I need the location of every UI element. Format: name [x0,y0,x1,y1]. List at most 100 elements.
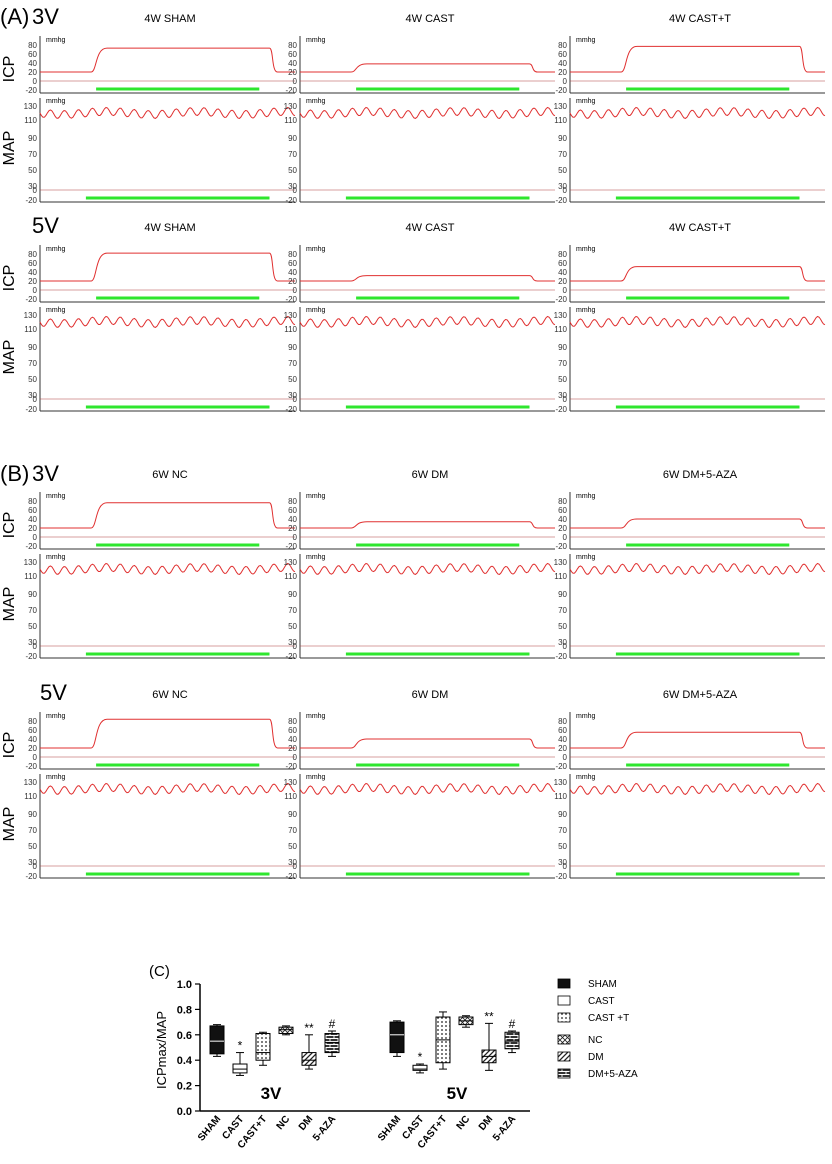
map-tick-label: 130 [24,558,38,567]
map-tick-label: 0 [563,186,568,195]
map-trace [569,782,826,795]
map-tick-label: -20 [555,405,567,414]
map-trace [39,106,296,119]
unit-label: mmhg [306,246,326,253]
icp-tick-label: 60 [288,506,297,515]
map-tick-label: 70 [558,150,567,159]
icp-tick-label: -20 [25,295,37,304]
map-tick-label: 70 [28,150,37,159]
significance-mark: ** [484,1009,494,1023]
icp-tick-label: 80 [288,250,297,259]
icp-tick-label: 80 [28,41,37,50]
icp-tick-label: 80 [28,250,37,259]
map-tick-label: 70 [288,150,297,159]
map-tick-label: 70 [558,359,567,368]
legend-item: NC [557,1034,602,1046]
map-tick-label: -20 [25,196,37,205]
map-tick-label: 110 [24,572,37,581]
icp-trace [40,47,295,73]
icp-tick-label: 60 [288,50,297,59]
icp-tick-label: -20 [285,86,297,95]
map-tick-label: 130 [554,778,568,787]
plot-title: 4W CAST+T [669,222,731,234]
map-tick-label: 90 [558,134,567,143]
unit-label: mmhg [46,554,66,561]
x-tick-label: SHAM [376,1114,403,1144]
map-axis-label: MAP [1,587,18,622]
legend-label: NC [588,1035,602,1046]
icp-trace [40,502,295,529]
map-axis-label: MAP [1,131,18,166]
legend-item: CAST +T [557,1012,629,1024]
icp-tick-label: 0 [563,753,568,762]
icp-tick-label: -20 [285,542,297,551]
plot-title: 4W CAST+T [669,13,731,25]
map-tick-label: 50 [28,842,37,851]
map-tick-label: 50 [288,375,297,384]
icp-tick-label: 20 [558,68,567,77]
box-5V-SHAM: SHAM [376,1020,405,1144]
legend-item: DM [557,1051,604,1063]
x-tick-label: 5-AZA [311,1114,338,1144]
box-5V-CAST: *CAST [400,1050,428,1142]
y-tick-label: 0.0 [177,1106,192,1118]
y-tick-label: 0.8 [177,1004,192,1016]
unit-label: mmhg [306,554,326,561]
y-tick-label: 0.2 [177,1081,192,1093]
map-tick-label: 70 [28,359,37,368]
map-tick-label: 70 [288,606,297,615]
icp-tick-label: 40 [558,59,567,68]
box-5V-5-AZA: #5-AZA [491,1017,520,1143]
map-trace [39,315,296,328]
trace-plot: 4W SHAMmmhg806040200-20mmhg1301109070503… [24,222,296,414]
icp-tick-label: -20 [25,542,37,551]
icp-tick-label: 60 [558,259,567,268]
legend-item: DM+5-AZA [557,1068,638,1080]
unit-label: mmhg [46,774,66,781]
y-tick-label: 0.4 [177,1055,193,1067]
icp-tick-label: 40 [28,59,37,68]
map-trace [299,562,556,575]
map-tick-label: 0 [33,862,38,871]
plot-title: 6W DM [412,689,449,701]
map-tick-label: 50 [558,622,567,631]
box [412,1064,428,1071]
map-tick-label: 0 [563,862,568,871]
icp-tick-label: 40 [288,59,297,68]
icp-tick-label: -20 [555,542,567,551]
unit-label: mmhg [576,37,596,44]
legend-item: CAST [557,995,615,1007]
icp-tick-label: 60 [28,259,37,268]
map-tick-label: 130 [24,102,38,111]
trace-plot: 6W DM+5-AZAmmhg806040200-20mmhg130110907… [554,689,826,881]
trace-plot: 6W DMmmhg806040200-20mmhg130110907050300… [284,469,556,661]
box-plot: ICPmax/MAP 3V 5V 0.00.20.40.60.81.0SHAM*… [154,979,530,1151]
unit-label: mmhg [306,98,326,105]
map-tick-label: -20 [25,652,37,661]
map-trace [39,562,296,575]
map-tick-label: 110 [554,792,567,801]
icp-trace [40,718,295,749]
y-tick-label: 0.6 [177,1030,192,1042]
panel-b-3v-label: 3V [32,461,59,486]
map-tick-label: 50 [558,375,567,384]
map-tick-label: 0 [33,642,38,651]
legend-label: DM+5-AZA [588,1069,638,1080]
icp-trace [300,63,555,73]
icp-axis-label: ICP [1,56,18,83]
map-tick-label: -20 [285,405,297,414]
map-tick-label: 30 [558,638,567,647]
y-tick-label: 1.0 [177,979,192,991]
box [301,1052,317,1066]
icp-tick-label: 20 [28,744,37,753]
legend-label: CAST +T [588,1013,629,1024]
trace-plot: 4W CASTmmhg806040200-20mmhg1301109070503… [284,13,556,205]
icp-tick-label: 40 [558,735,567,744]
trace-plot: 4W CASTmmhg806040200-20mmhg1301109070503… [284,222,556,414]
plot-title: 4W CAST [406,13,455,25]
icp-tick-label: 40 [28,735,37,744]
icp-tick-label: 40 [288,515,297,524]
legend-item: SHAM [557,978,617,990]
map-tick-label: 130 [284,558,298,567]
unit-label: mmhg [46,98,66,105]
